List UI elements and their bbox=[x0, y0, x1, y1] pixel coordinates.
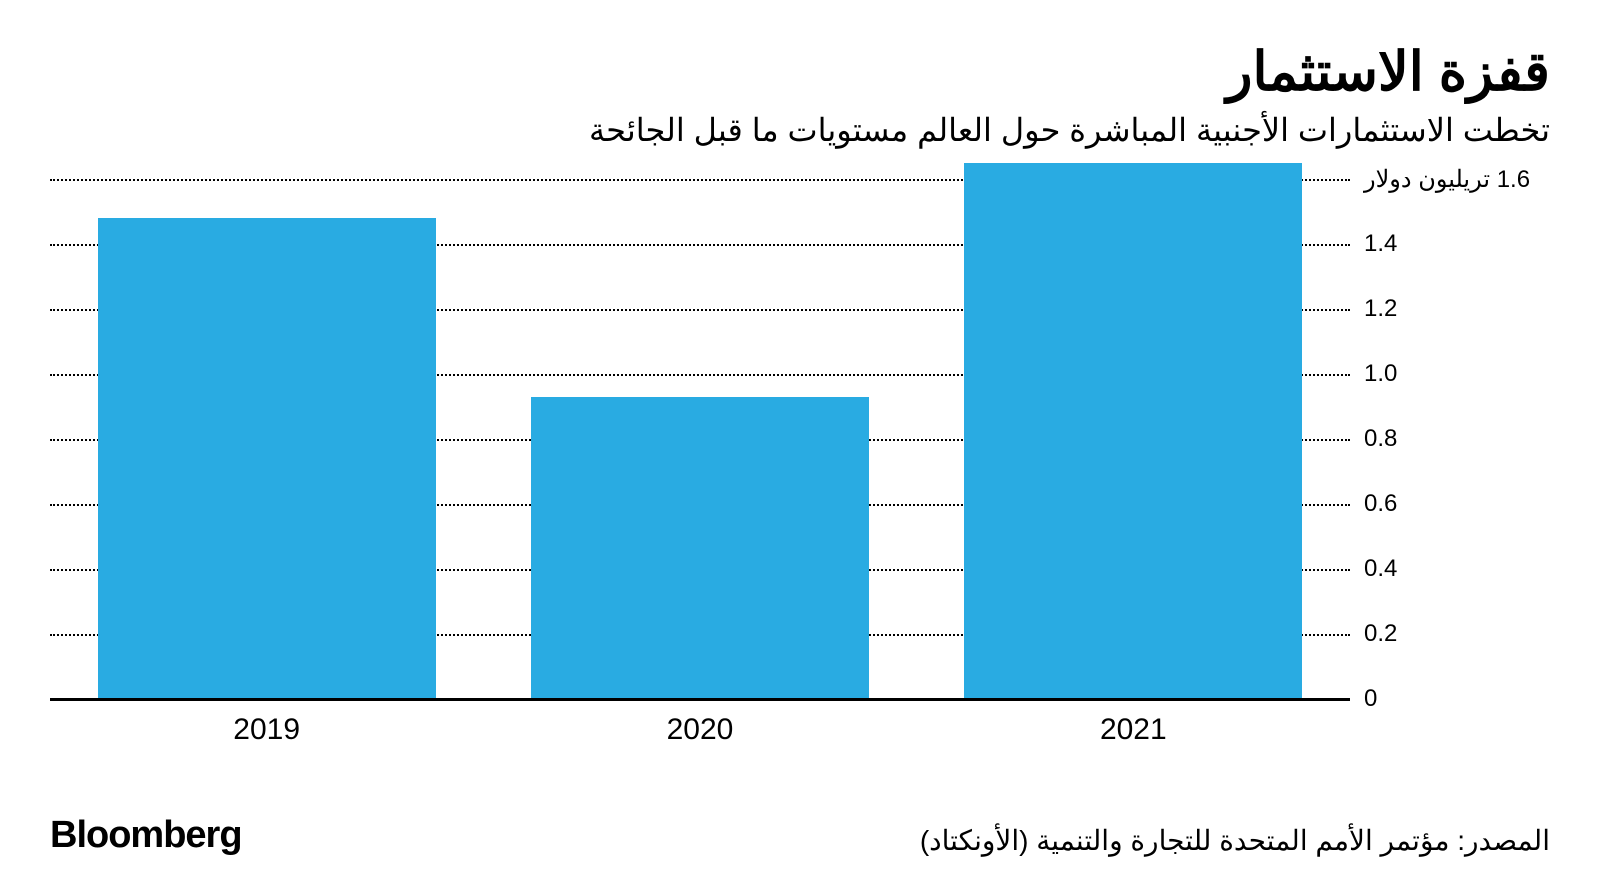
bar-slot bbox=[483, 179, 916, 699]
x-tick-label: 2020 bbox=[483, 713, 916, 747]
y-tick-label: 0 bbox=[1364, 685, 1377, 713]
y-tick-label: 0.8 bbox=[1364, 425, 1397, 453]
y-tick-label: 1.6 تريليون دولار bbox=[1364, 165, 1530, 194]
y-tick-label: 1.0 bbox=[1364, 360, 1397, 388]
x-tick-label: 2019 bbox=[50, 713, 483, 747]
y-tick-label: 0.4 bbox=[1364, 555, 1397, 583]
chart-subtitle: تخطت الاستثمارات الأجنبية المباشرة حول ا… bbox=[50, 111, 1550, 149]
bar bbox=[531, 397, 869, 699]
y-tick-label: 0.2 bbox=[1364, 620, 1397, 648]
chart-footer: Bloomberg المصدر: مؤتمر الأمم المتحدة لل… bbox=[50, 814, 1550, 857]
bars-group bbox=[50, 179, 1350, 699]
x-tick-label: 2021 bbox=[917, 713, 1350, 747]
chart-area: 00.20.40.60.81.01.21.41.6 تريليون دولار … bbox=[50, 179, 1550, 747]
y-tick-label: 0.6 bbox=[1364, 490, 1397, 518]
y-axis: 00.20.40.60.81.01.21.41.6 تريليون دولار bbox=[1350, 179, 1550, 699]
brand-label: Bloomberg bbox=[50, 814, 242, 857]
plot-region bbox=[50, 179, 1350, 699]
chart-title: قفزة الاستثمار bbox=[50, 40, 1550, 103]
y-tick-label: 1.4 bbox=[1364, 230, 1397, 258]
y-tick-label: 1.2 bbox=[1364, 295, 1397, 323]
bar bbox=[98, 218, 436, 699]
bar bbox=[964, 163, 1302, 699]
source-label: المصدر: مؤتمر الأمم المتحدة للتجارة والت… bbox=[920, 824, 1550, 857]
plot-wrapper: 00.20.40.60.81.01.21.41.6 تريليون دولار bbox=[50, 179, 1550, 699]
bar-slot bbox=[50, 179, 483, 699]
bar-slot bbox=[917, 179, 1350, 699]
chart-container: قفزة الاستثمار تخطت الاستثمارات الأجنبية… bbox=[0, 0, 1600, 887]
baseline bbox=[50, 698, 1350, 701]
x-axis-labels: 201920202021 bbox=[50, 713, 1350, 747]
chart-header: قفزة الاستثمار تخطت الاستثمارات الأجنبية… bbox=[50, 40, 1550, 149]
